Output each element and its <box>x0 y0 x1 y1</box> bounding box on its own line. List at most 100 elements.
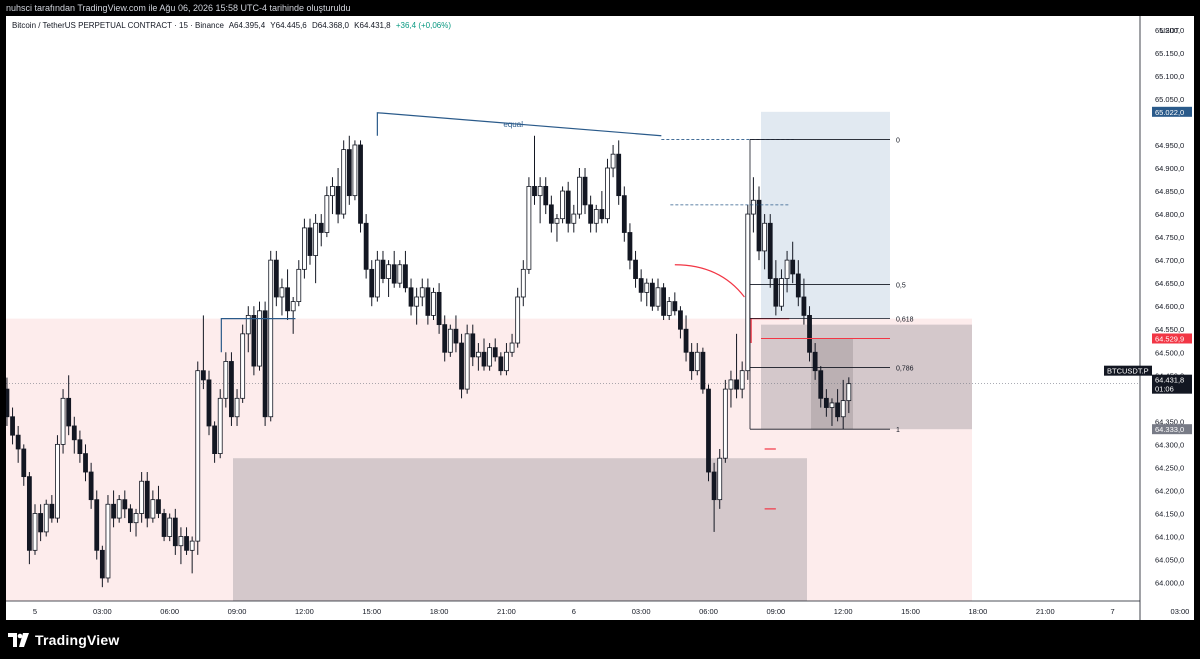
candle-body[interactable] <box>111 503 116 519</box>
candle-body[interactable] <box>661 287 666 316</box>
candle-body[interactable] <box>818 370 824 399</box>
candle-body[interactable] <box>156 499 161 514</box>
candle-body[interactable] <box>32 513 38 551</box>
candle-body[interactable] <box>55 443 60 519</box>
candle-body[interactable] <box>610 153 616 169</box>
candle-body[interactable] <box>728 379 734 390</box>
candle-body[interactable] <box>60 397 66 445</box>
candle-body[interactable] <box>829 402 835 408</box>
candle-body[interactable] <box>655 287 661 307</box>
candle-body[interactable] <box>414 296 420 307</box>
candle-body[interactable] <box>403 264 408 289</box>
candle-body[interactable] <box>605 167 610 220</box>
candle-body[interactable] <box>459 342 464 390</box>
candle-body[interactable] <box>425 287 431 316</box>
candle-body[interactable] <box>268 259 274 418</box>
candle-body[interactable] <box>779 278 784 307</box>
candle-body[interactable] <box>391 264 397 284</box>
candle-body[interactable] <box>330 186 335 197</box>
candle-body[interactable] <box>745 213 751 372</box>
candle-body[interactable] <box>285 287 290 312</box>
candle-body[interactable] <box>756 199 762 252</box>
candle-body[interactable] <box>812 351 818 372</box>
candle-body[interactable] <box>6 388 10 418</box>
candle-body[interactable] <box>481 351 487 367</box>
candle-body[interactable] <box>10 416 15 436</box>
candle-body[interactable] <box>144 480 150 519</box>
candle-body[interactable] <box>464 333 470 390</box>
candle-body[interactable] <box>167 517 173 537</box>
candle-body[interactable] <box>823 397 829 408</box>
candle-body[interactable] <box>678 310 683 330</box>
candle-body[interactable] <box>504 351 509 372</box>
candle-body[interactable] <box>217 397 223 454</box>
candle-body[interactable] <box>711 471 717 501</box>
candle-body[interactable] <box>470 333 476 358</box>
candle-body[interactable] <box>840 400 846 418</box>
candle-body[interactable] <box>189 540 195 551</box>
candle-body[interactable] <box>498 356 504 372</box>
candle-body[interactable] <box>762 222 768 252</box>
candle-body[interactable] <box>554 218 560 224</box>
candle-body[interactable] <box>447 328 453 353</box>
candle-body[interactable] <box>184 536 189 551</box>
candle-body[interactable] <box>273 259 279 298</box>
candle-body[interactable] <box>616 153 622 197</box>
candle-body[interactable] <box>38 513 44 533</box>
candle-body[interactable] <box>739 370 745 390</box>
candle-body[interactable] <box>795 273 801 298</box>
symbol-title[interactable]: Bitcoin / TetherUS PERPETUAL CONTRACT · … <box>12 21 224 30</box>
candle-body[interactable] <box>543 186 549 206</box>
candle-body[interactable] <box>397 264 403 284</box>
candle-body[interactable] <box>492 347 498 358</box>
candle-body[interactable] <box>257 310 262 367</box>
candle-body[interactable] <box>666 301 672 316</box>
candle-body[interactable] <box>633 259 638 279</box>
candle-body[interactable] <box>683 328 689 353</box>
candle-body[interactable] <box>200 370 206 381</box>
candle-body[interactable] <box>26 476 32 551</box>
candle-body[interactable] <box>515 296 521 344</box>
candle-body[interactable] <box>172 517 178 547</box>
candle-body[interactable] <box>234 397 240 418</box>
candle-body[interactable] <box>672 301 678 312</box>
candle-body[interactable] <box>318 222 324 233</box>
candle-body[interactable] <box>565 190 571 224</box>
candle-body[interactable] <box>21 448 27 478</box>
candle-body[interactable] <box>71 425 77 441</box>
candle-body[interactable] <box>717 457 723 501</box>
candle-body[interactable] <box>335 186 341 215</box>
candle-body[interactable] <box>436 291 442 326</box>
candle-body[interactable] <box>313 222 319 256</box>
candle-body[interactable] <box>537 186 543 197</box>
candle-body[interactable] <box>722 388 728 459</box>
candle-body[interactable] <box>526 186 532 270</box>
candle-body[interactable] <box>15 434 21 450</box>
candle-body[interactable] <box>77 439 83 454</box>
candle-body[interactable] <box>223 361 229 399</box>
candle-body[interactable] <box>644 282 650 293</box>
candle-body[interactable] <box>43 503 49 533</box>
candle-body[interactable] <box>363 222 369 270</box>
candle-body[interactable] <box>689 351 695 372</box>
candle-body[interactable] <box>577 176 582 215</box>
candle-body[interactable] <box>296 268 302 302</box>
candle-body[interactable] <box>487 347 493 367</box>
candle-body[interactable] <box>532 186 537 197</box>
candle-body[interactable] <box>386 264 391 279</box>
candle-body[interactable] <box>133 513 139 524</box>
candle-body[interactable] <box>649 282 655 307</box>
candle-body[interactable] <box>352 144 358 197</box>
candle-body[interactable] <box>341 149 347 215</box>
candle-body[interactable] <box>307 227 313 256</box>
candle-body[interactable] <box>229 361 234 418</box>
candle-body[interactable] <box>262 310 268 418</box>
candle-body[interactable] <box>807 315 812 353</box>
candle-body[interactable] <box>442 324 448 353</box>
candle-body[interactable] <box>751 199 756 215</box>
candle-body[interactable] <box>520 268 526 298</box>
candle-body[interactable] <box>408 287 414 307</box>
candle-body[interactable] <box>560 190 565 220</box>
candle-body[interactable] <box>582 176 588 206</box>
